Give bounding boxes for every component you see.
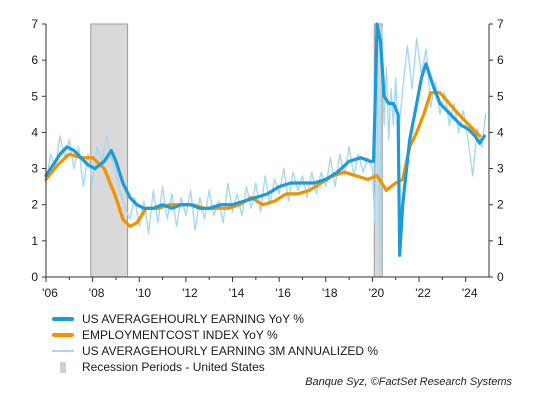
y-tick-label-left-1: 1 [31, 234, 38, 248]
legend-label-ahe-3m: US AVERAGEHOURLY EARNING 3M ANNUALIZED % [82, 344, 379, 358]
x-tick-label-7: '20 [369, 286, 385, 300]
y-tick-label-left-2: 2 [31, 198, 38, 212]
x-tick-label-5: '16 [275, 286, 291, 300]
legend-swatch-eci-yoy [52, 333, 74, 337]
y-tick-label-left-7: 7 [31, 17, 38, 31]
legend-label-eci-yoy: EMPLOYMENTCOST INDEX YoY % [82, 328, 278, 342]
y-tick-label-right-6: 6 [497, 53, 504, 67]
y-tick-label-right-3: 3 [497, 162, 504, 176]
y-tick-label-left-5: 5 [31, 89, 38, 103]
legend-swatch-ahe-3m [52, 350, 74, 352]
legend: US AVERAGEHOURLY EARNING YoY % EMPLOYMEN… [52, 311, 378, 375]
y-tick-label-right-0: 0 [497, 270, 504, 284]
legend-item-ahe-yoy: US AVERAGEHOURLY EARNING YoY % [52, 311, 378, 327]
axes: 0 0 1 1 2 2 3 3 4 4 5 5 6 6 7 7 '06 '08 '10 '12 '14 '16 '18 '20… [31, 17, 504, 300]
series-lines [44, 22, 487, 278]
x-tick-label-2: '10 [135, 286, 151, 300]
legend-label-ahe-yoy: US AVERAGEHOURLY EARNING YoY % [82, 312, 304, 326]
y-tick-label-right-2: 2 [497, 198, 504, 212]
y-tick-label-right-4: 4 [497, 125, 504, 139]
legend-item-recession: Recession Periods - United States [52, 359, 378, 375]
legend-item-eci-yoy: EMPLOYMENTCOST INDEX YoY % [52, 327, 378, 343]
y-tick-label-right-1: 1 [497, 234, 504, 248]
legend-label-recession: Recession Periods - United States [82, 360, 265, 374]
y-tick-label-left-0: 0 [31, 270, 38, 284]
x-tick-label-4: '14 [229, 286, 245, 300]
legend-swatch-ahe-yoy [52, 317, 74, 321]
y-tick-label-right-7: 7 [497, 17, 504, 31]
legend-swatch-recession [60, 361, 66, 373]
x-tick-label-6: '18 [322, 286, 338, 300]
y-tick-label-left-4: 4 [31, 125, 38, 139]
x-tick-label-9: '24 [462, 286, 478, 300]
source-note: Banque Syz, ©FactSet Research Systems [305, 376, 512, 388]
y-tick-label-right-5: 5 [497, 89, 504, 103]
x-tick-label-0: '06 [42, 286, 58, 300]
y-tick-label-left-3: 3 [31, 162, 38, 176]
series-line-2 [45, 23, 487, 278]
chart-canvas: 0 0 1 1 2 2 3 3 4 4 5 5 6 6 7 7 '06 '08 '10 '12 '14 '16 '18 '20… [31, 17, 504, 300]
x-tick-label-1: '08 [89, 286, 105, 300]
x-tick-label-3: '12 [182, 286, 198, 300]
recession-bands [90, 23, 383, 278]
x-tick-label-8: '22 [415, 286, 431, 300]
series-line-0 [44, 22, 486, 257]
legend-item-ahe-3m: US AVERAGEHOURLY EARNING 3M ANNUALIZED % [52, 343, 378, 359]
series-line-1 [44, 91, 482, 228]
y-tick-label-left-6: 6 [31, 53, 38, 67]
